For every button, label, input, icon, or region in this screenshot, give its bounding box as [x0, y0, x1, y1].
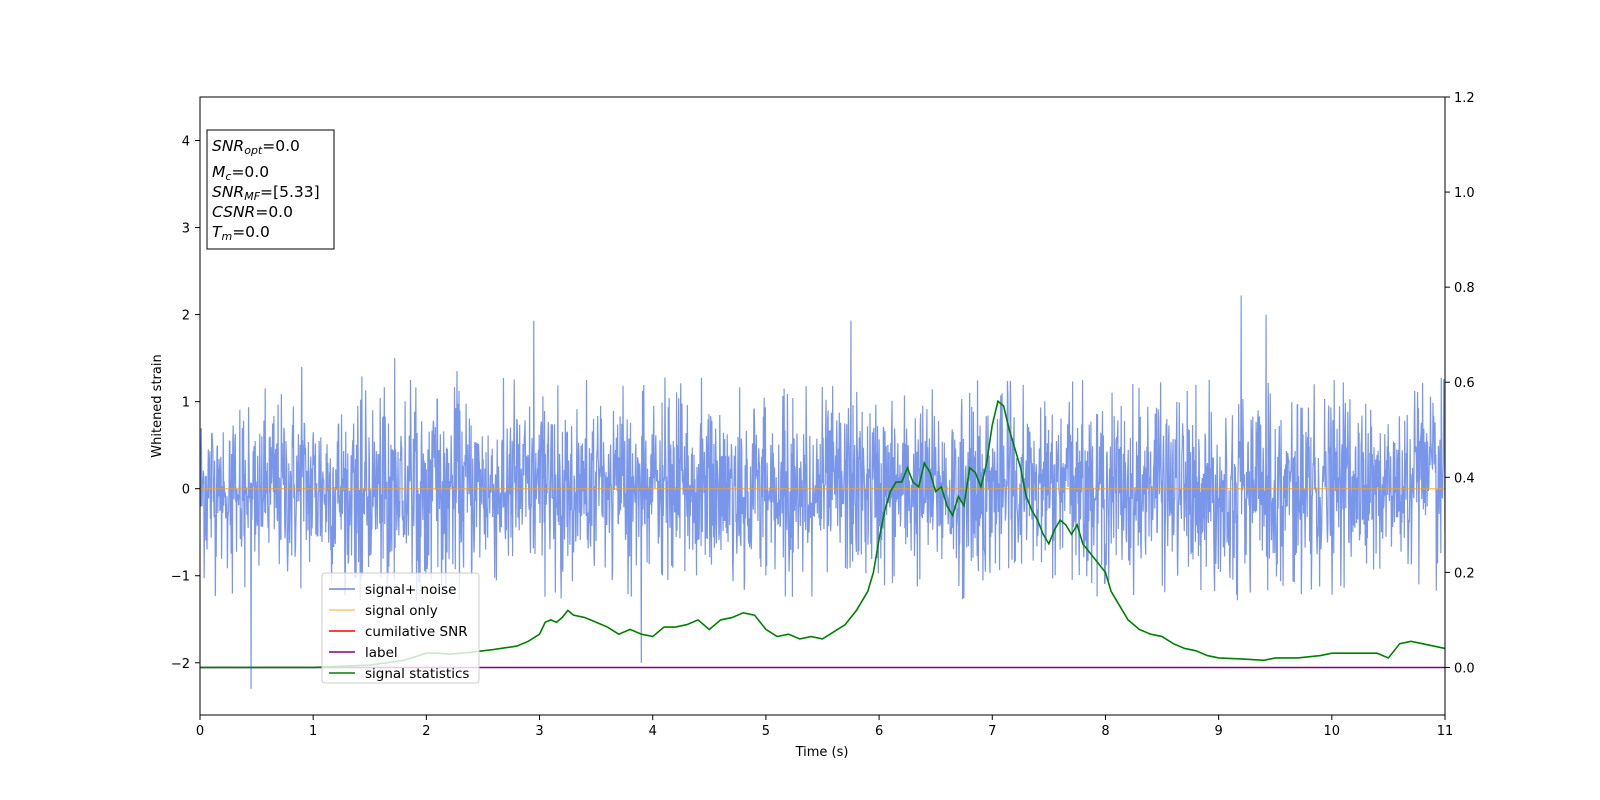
x-tick-label: 4 — [649, 724, 657, 739]
x-tick-label: 2 — [422, 724, 430, 739]
signal-statistics-line — [200, 399, 1445, 669]
y-left-tick-label: −1 — [171, 570, 190, 585]
info-box-line: Mc=0.0 — [212, 163, 269, 183]
legend-label: cumilative SNR — [365, 624, 468, 640]
legend-label: label — [365, 645, 398, 661]
legend-label: signal+ noise — [365, 582, 456, 598]
y-axis-left: −2 −1 0 1 2 3 4 — [171, 135, 200, 672]
y-axis-label: Whitened strain — [150, 354, 165, 457]
y-axis-right: 0.0 0.2 0.4 0.6 0.8 1.0 1.2 — [1445, 91, 1475, 676]
x-tick-label: 9 — [1214, 724, 1222, 739]
y-left-tick-label: 2 — [182, 309, 190, 324]
legend-frame — [321, 572, 480, 684]
y-left-tick-label: 1 — [182, 396, 190, 411]
info-box-line: Tm=0.0 — [212, 223, 270, 243]
y-right-tick-label: 0.8 — [1454, 281, 1475, 296]
signal-statistics-series — [200, 399, 1445, 669]
x-tick-label: 10 — [1324, 724, 1341, 739]
info-box-line: CSNR=0.0 — [212, 203, 293, 221]
x-tick-label: 3 — [535, 724, 543, 739]
signal-plus-noise-series — [200, 295, 1445, 689]
info-box-line: SNRMF=[5.33] — [212, 183, 320, 203]
x-tick-label: 1 — [309, 724, 317, 739]
legend: signal+ noise signal only cumilative SNR la… — [321, 572, 480, 684]
y-right-tick-label: 0.0 — [1454, 661, 1475, 676]
x-tick-label: 7 — [988, 724, 996, 739]
x-tick-label: 11 — [1437, 724, 1454, 739]
y-right-tick-label: 0.2 — [1454, 566, 1475, 581]
y-right-tick-label: 1.0 — [1454, 186, 1475, 201]
x-tick-label: 0 — [196, 724, 204, 739]
x-tick-label: 5 — [762, 724, 770, 739]
y-left-tick-label: 0 — [182, 483, 190, 498]
y-right-tick-label: 1.2 — [1454, 91, 1475, 106]
x-axis: 0 1 2 3 4 5 6 7 8 9 10 11 — [196, 715, 1453, 739]
legend-label: signal only — [365, 603, 438, 619]
signal-plus-noise-line — [200, 295, 1445, 689]
info-box-line: SNRopt=0.0 — [212, 137, 300, 157]
y-right-tick-label: 0.4 — [1454, 471, 1475, 486]
y-left-tick-label: −2 — [171, 657, 190, 672]
y-right-tick-label: 0.6 — [1454, 376, 1475, 391]
x-tick-label: 6 — [875, 724, 883, 739]
plot-frame — [199, 96, 1446, 716]
x-tick-label: 8 — [1101, 724, 1109, 739]
y-left-tick-label: 3 — [182, 222, 190, 237]
legend-label: signal statistics — [365, 666, 469, 682]
info-box-frame — [206, 129, 335, 250]
x-axis-label: Time (s) — [795, 745, 849, 760]
y-left-tick-label: 4 — [182, 135, 190, 150]
